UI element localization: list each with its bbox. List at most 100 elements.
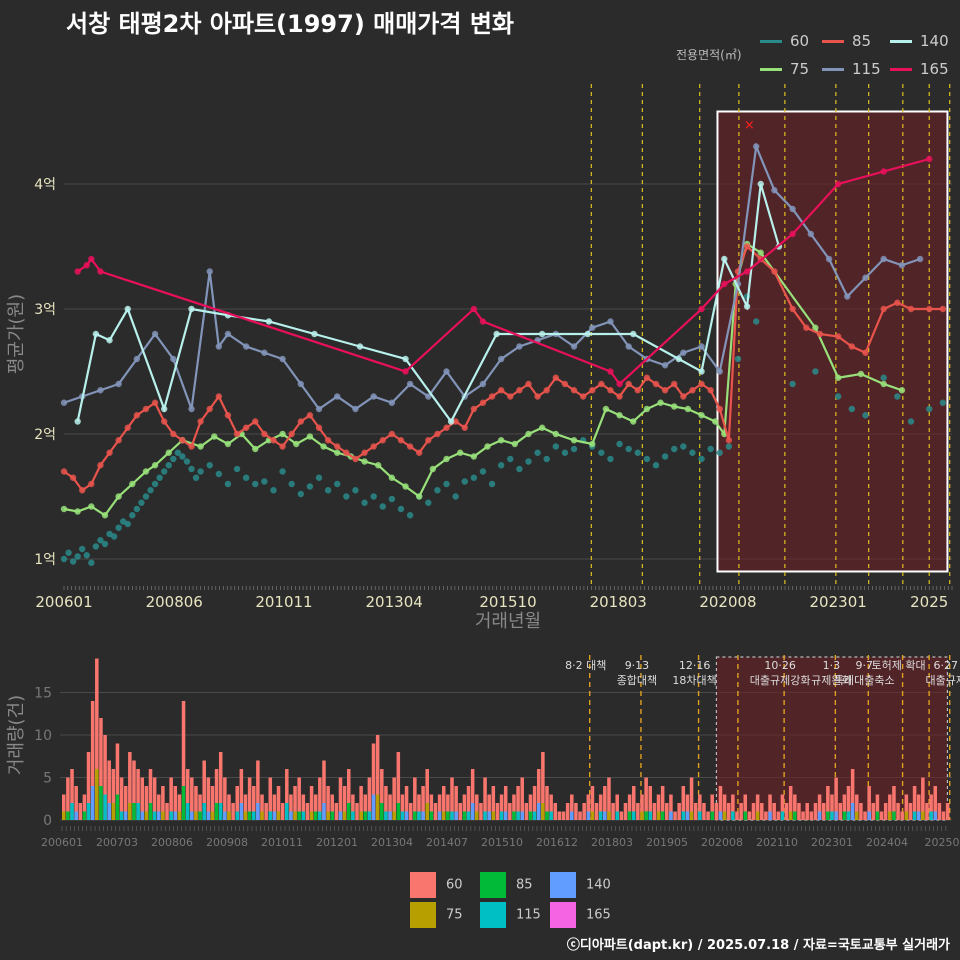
volume-bar	[239, 769, 244, 820]
volume-bar	[912, 786, 917, 820]
volume-bar	[900, 811, 904, 820]
data-point-75	[456, 449, 464, 456]
volume-bar-segment	[322, 803, 326, 820]
data-point-85	[516, 387, 523, 394]
data-point-75	[880, 380, 887, 388]
volume-bar-segment	[437, 811, 442, 820]
volume-bar	[330, 794, 334, 820]
volume-bar	[144, 786, 149, 820]
volume-bar	[603, 786, 607, 820]
data-point-115	[898, 262, 906, 269]
data-point-75	[129, 480, 136, 488]
data-point-85	[252, 418, 259, 425]
data-point-60	[607, 455, 614, 463]
policy-annotation: 9·13	[625, 659, 650, 672]
volume-bar	[466, 786, 471, 820]
volume-bar	[933, 786, 938, 820]
volume-bar	[479, 803, 483, 820]
data-point-165	[74, 268, 81, 275]
data-point-140	[698, 368, 705, 375]
volume-bar	[660, 786, 665, 820]
data-point-60	[315, 474, 323, 481]
volume-bar	[231, 803, 235, 820]
volume-bar-segment	[285, 803, 289, 820]
legend-swatch-140	[890, 40, 912, 43]
volume-bar	[313, 794, 318, 820]
volume-bar-segment	[301, 811, 306, 820]
volume-bar-segment	[916, 811, 921, 820]
volume-bar	[396, 752, 401, 820]
data-point-85	[370, 443, 377, 450]
data-point-60	[297, 490, 304, 498]
data-point-60	[880, 374, 887, 381]
data-point-85	[534, 393, 541, 400]
x-tick-label: 2025	[910, 593, 948, 611]
volume-bar	[210, 786, 215, 820]
volume-bar	[218, 752, 223, 820]
volume-bar	[908, 803, 913, 820]
volume-bar	[892, 786, 896, 820]
data-point-60	[206, 462, 213, 469]
data-point-75	[402, 483, 409, 490]
volume-bar	[355, 803, 359, 820]
legend-item-75: 75	[760, 60, 809, 78]
volume-bar	[710, 794, 714, 820]
data-point-115	[388, 399, 396, 406]
volume-bar	[417, 794, 421, 820]
volume-bar-segment	[826, 811, 830, 820]
data-point-115	[406, 380, 414, 388]
volume-bar-segment	[603, 811, 607, 820]
data-point-75	[224, 440, 232, 448]
data-point-115	[170, 355, 177, 363]
volume-bar-segment	[520, 811, 524, 820]
data-point-115	[115, 380, 122, 388]
data-point-60	[789, 380, 796, 388]
data-point-115	[716, 368, 723, 375]
volume-bar-segment	[198, 811, 202, 820]
data-point-115	[215, 343, 223, 350]
data-point-75	[898, 387, 906, 394]
volume-bar	[495, 803, 500, 820]
volume-bar	[243, 794, 248, 820]
volume-bar-segment	[95, 769, 99, 820]
data-point-60	[388, 495, 396, 503]
data-point-140	[743, 303, 751, 310]
volume-bar	[590, 786, 595, 820]
volume-bar	[520, 777, 524, 820]
data-point-75	[812, 324, 819, 331]
data-point-85	[652, 380, 660, 388]
data-point-85	[698, 380, 705, 388]
legend-swatch-165	[890, 68, 912, 71]
data-point-60	[65, 549, 72, 556]
volume-bar	[726, 803, 731, 820]
y-tick-label: 3억	[34, 302, 56, 318]
volume-bar-segment	[375, 794, 380, 820]
data-point-85	[279, 443, 286, 450]
volume-bar-segment	[545, 811, 549, 820]
data-point-60	[133, 505, 141, 513]
policy-annotation: 대출규제	[925, 674, 960, 687]
volume-bar-segment	[99, 786, 103, 820]
volume-bar	[342, 786, 347, 820]
volume-bar-segment	[743, 811, 748, 820]
volume-bar	[198, 794, 202, 820]
vol-x-tick-label: 201803	[591, 836, 633, 849]
volume-bar	[578, 811, 582, 820]
data-point-115	[516, 343, 523, 350]
data-point-115	[151, 330, 159, 338]
volume-bar	[123, 786, 128, 820]
data-point-60	[671, 445, 678, 453]
data-point-60	[92, 543, 100, 550]
highlight-region	[716, 110, 949, 573]
volume-bar	[272, 794, 277, 820]
data-point-85	[862, 349, 869, 356]
volume-bar	[351, 794, 355, 820]
volume-bar	[181, 701, 186, 820]
volume-bar-segment	[685, 811, 690, 820]
data-point-60	[233, 465, 241, 473]
volume-bar-segment	[470, 803, 475, 820]
volume-bar	[429, 794, 434, 820]
vol-x-tick-label: 20250	[925, 836, 960, 849]
data-point-60	[834, 393, 842, 400]
volume-bar	[425, 769, 429, 820]
